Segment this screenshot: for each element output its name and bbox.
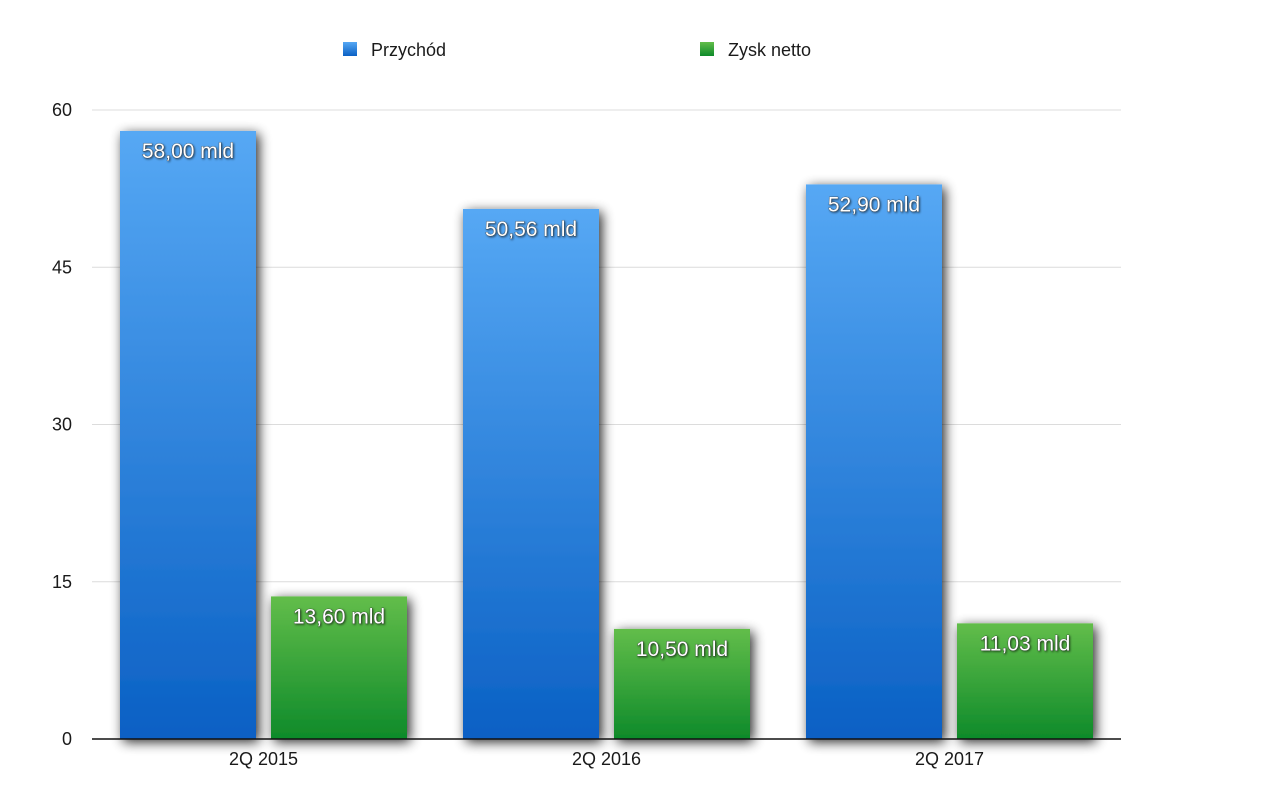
bars: 58,00 mld 13,60 mld 50,56 mld 10,50 mld 52,9… <box>120 130 1093 740</box>
legend-swatch <box>343 42 357 56</box>
x-axis: 2Q 2015 2Q 2016 2Q 2017 <box>92 738 1121 769</box>
data-label: 50,56 mld <box>485 218 577 241</box>
y-axis: 0 15 30 45 60 <box>52 100 72 749</box>
legend-swatch <box>700 42 714 56</box>
bar-zysk-netto <box>614 628 750 739</box>
x-tick-label: 2Q 2016 <box>572 749 641 769</box>
y-tick-label: 15 <box>52 572 72 592</box>
bar-zysk-netto <box>271 596 407 739</box>
x-tick-label: 2Q 2015 <box>229 749 298 769</box>
data-label: 11,03 mld <box>980 632 1071 655</box>
data-label: 10,50 mld <box>636 638 728 661</box>
data-label: 52,90 mld <box>828 193 920 216</box>
legend: Przychód Zysk netto <box>343 40 811 60</box>
y-tick-label: 45 <box>52 257 72 277</box>
data-label: 13,60 mld <box>293 605 385 628</box>
legend-label: Przychód <box>371 40 446 60</box>
bar-przychód <box>463 208 599 740</box>
bar-zysk-netto <box>957 623 1093 739</box>
bar-przychód <box>806 184 942 740</box>
y-tick-label: 30 <box>52 415 72 435</box>
bar-przychód <box>120 130 256 739</box>
legend-label: Zysk netto <box>728 40 811 60</box>
x-tick-label: 2Q 2017 <box>915 749 984 769</box>
y-tick-label: 60 <box>52 100 72 120</box>
data-label: 58,00 mld <box>142 140 234 163</box>
gridlines <box>92 109 1121 583</box>
y-tick-label: 0 <box>62 729 72 749</box>
